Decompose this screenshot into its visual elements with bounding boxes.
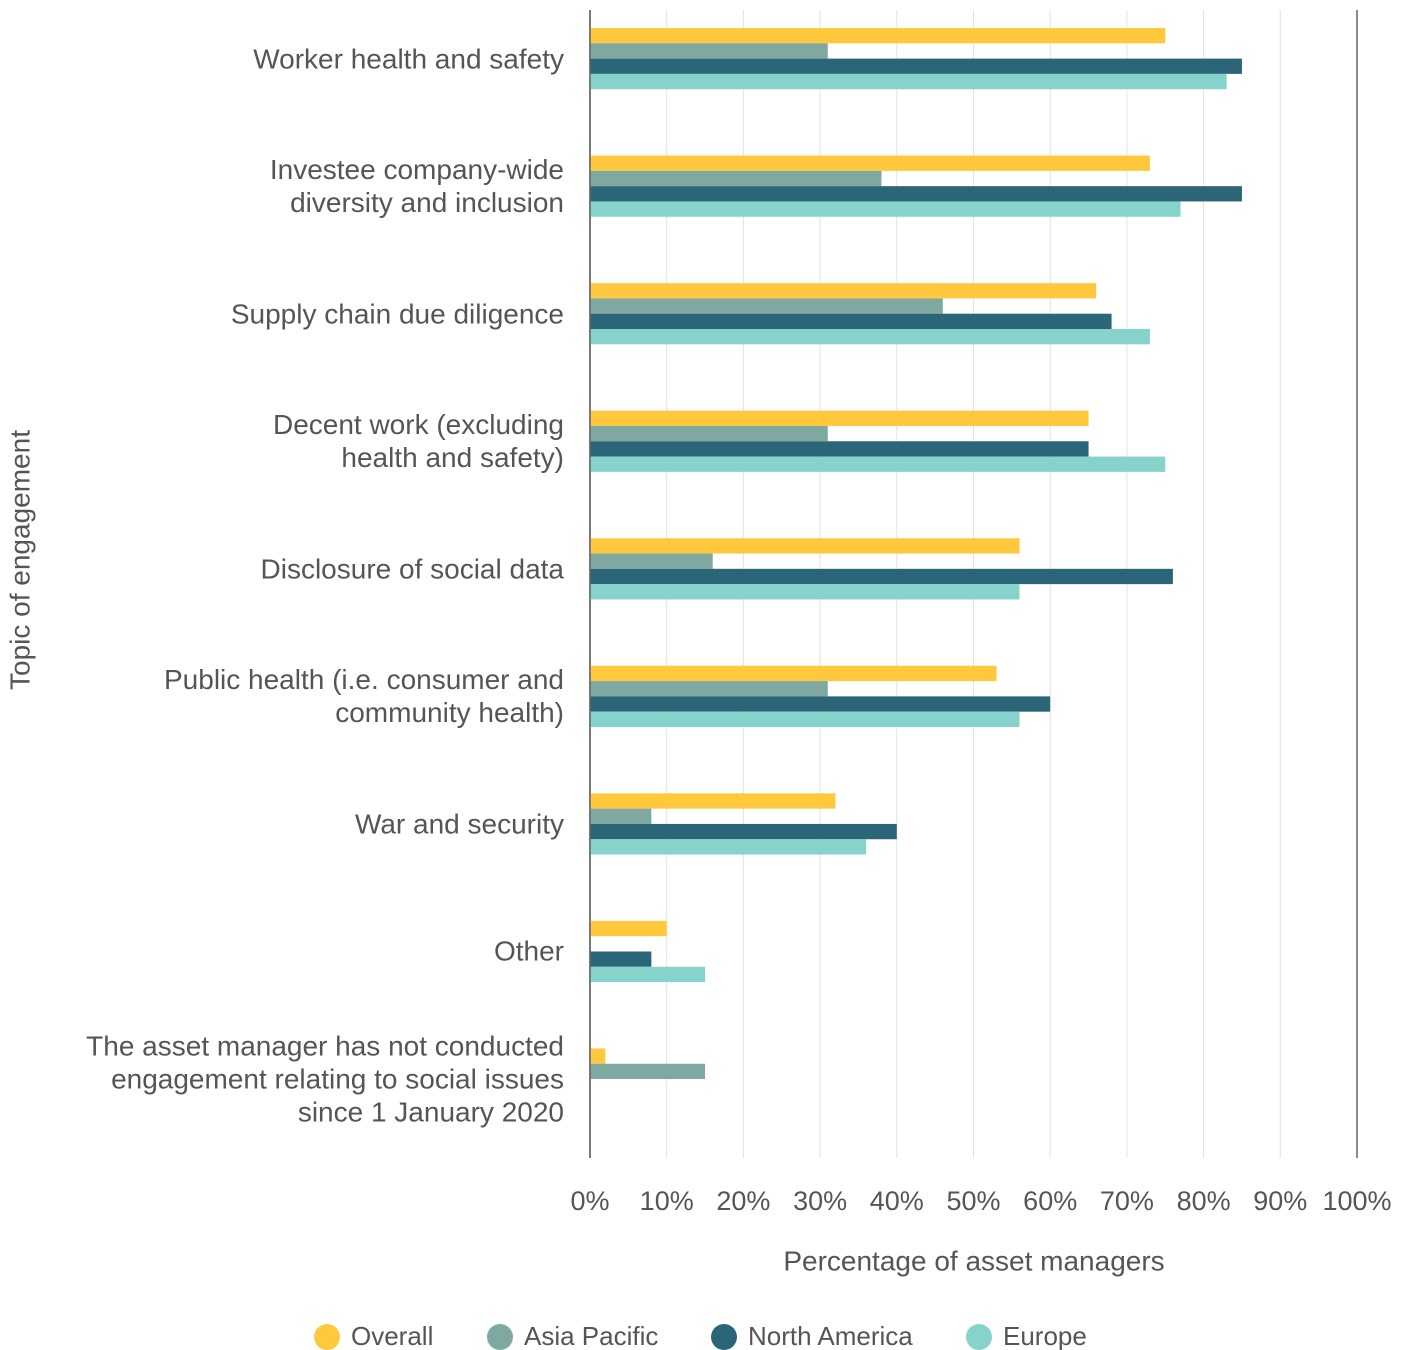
bar <box>590 170 882 187</box>
bar <box>590 966 706 983</box>
legend-swatch <box>966 1324 992 1350</box>
x-tick-label: 70% <box>1100 1186 1154 1216</box>
bar <box>590 43 828 59</box>
x-tick-label: 90% <box>1253 1186 1307 1216</box>
y-tick-label: Worker health and safety <box>253 43 564 75</box>
x-tick-label: 50% <box>946 1186 1000 1216</box>
bar <box>590 808 652 824</box>
bar <box>590 58 1242 74</box>
bar <box>590 155 1150 171</box>
legend-label: Overall <box>351 1321 433 1350</box>
bar <box>590 313 1112 330</box>
x-tick-label: 10% <box>640 1186 694 1216</box>
bar <box>590 201 1181 217</box>
bar <box>590 681 828 697</box>
y-tick-label: The asset manager has not conducted enga… <box>86 1030 564 1128</box>
y-tick-label: Public health (i.e. consumer and communi… <box>164 664 564 729</box>
bar <box>590 584 1020 600</box>
legend-label: Asia Pacific <box>524 1321 658 1350</box>
x-tick-label: 0% <box>570 1186 609 1216</box>
x-tick-label: 20% <box>716 1186 770 1216</box>
bar <box>590 920 667 937</box>
y-axis-title: Topic of engagement <box>4 430 35 690</box>
bar <box>590 425 828 442</box>
bar <box>590 823 897 840</box>
bar <box>590 665 997 682</box>
bar <box>590 696 1051 712</box>
x-axis-title: Percentage of asset managers <box>783 1245 1164 1276</box>
bar <box>590 186 1242 202</box>
y-tick-label: Decent work (excluding health and safety… <box>272 409 564 474</box>
bar <box>590 568 1173 585</box>
y-tick-label: Supply chain due diligence <box>230 298 564 330</box>
legend-swatch <box>487 1324 513 1350</box>
bar <box>590 538 1020 554</box>
bar <box>590 951 652 967</box>
legend-swatch <box>314 1324 340 1350</box>
bar <box>590 456 1166 472</box>
bar <box>590 73 1227 90</box>
bar <box>590 410 1089 426</box>
x-tick-label: 40% <box>870 1186 924 1216</box>
bar <box>590 553 713 569</box>
y-tick-label: Other <box>493 935 564 967</box>
legend-swatch <box>711 1324 737 1350</box>
x-tick-label: 100% <box>1322 1186 1391 1216</box>
bar <box>590 28 1166 44</box>
bar <box>590 441 1089 457</box>
bar <box>590 298 943 314</box>
bar <box>590 839 867 855</box>
bar <box>590 1048 606 1064</box>
y-tick-label: Disclosure of social data <box>260 553 564 585</box>
legend-label: Europe <box>1003 1321 1087 1350</box>
bar <box>590 283 1097 299</box>
bar <box>590 329 1150 345</box>
x-tick-label: 60% <box>1023 1186 1077 1216</box>
y-tick-label: Investee company-wide diversity and incl… <box>269 154 564 219</box>
x-tick-label: 80% <box>1177 1186 1231 1216</box>
y-tick-label: War and security <box>354 808 564 840</box>
bar <box>590 793 836 809</box>
bar <box>590 1063 706 1080</box>
legend-label: North America <box>748 1321 913 1350</box>
bar <box>590 711 1020 727</box>
x-tick-label: 30% <box>793 1186 847 1216</box>
